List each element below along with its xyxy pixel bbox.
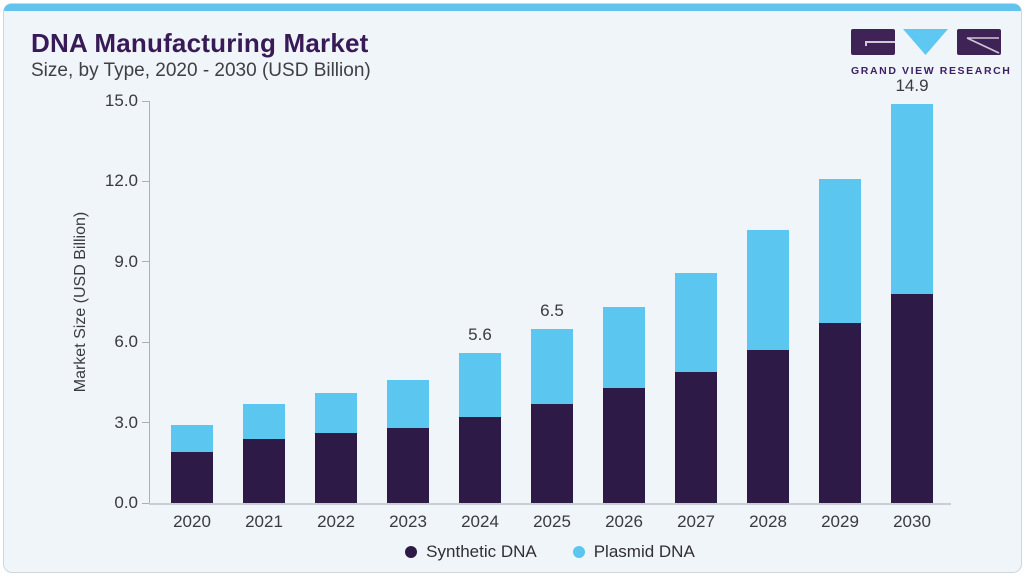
plot-area: 0.0 3.0 6.0 9.0 12.0 15.0 2020 2021 2022 2023 2024… [105, 76, 951, 531]
bar-2020-synthetic-dna [171, 452, 213, 503]
bar-2028-plasmid-dna [747, 229, 789, 351]
bar-2025-synthetic-dna [531, 403, 573, 503]
gvr-logo-icon [851, 29, 1001, 55]
bar-2022-plasmid-dna [315, 393, 357, 434]
y-tick-12.0 [142, 180, 149, 182]
x-tick-label-2024: 2024 [461, 512, 499, 531]
x-axis-line [149, 503, 951, 505]
bar-2029-synthetic-dna [819, 323, 861, 503]
x-tick-label-2020: 2020 [173, 512, 211, 531]
logo-text: GRAND VIEW RESEARCH [851, 65, 1012, 77]
legend-item-synthetic-dna: Synthetic DNA [405, 542, 537, 562]
bar-2022-synthetic-dna [315, 433, 357, 503]
y-tick-9.0 [142, 261, 149, 263]
x-tick-label-2028: 2028 [749, 512, 787, 531]
y-tick-6.0 [142, 341, 149, 343]
chart-card: DNA Manufacturing Market Size, by Type, … [3, 3, 1022, 573]
y-tick-label-15.0: 15.0 [104, 91, 138, 110]
bar-2028-synthetic-dna [747, 350, 789, 503]
x-tick-label-2029: 2029 [821, 512, 859, 531]
bar-2023-synthetic-dna [387, 427, 429, 503]
x-tick-label-2025: 2025 [533, 512, 571, 531]
page-title: DNA Manufacturing Market [31, 28, 369, 58]
bar-2024-plasmid-dna [459, 352, 501, 418]
legend-item-plasmid-dna: Plasmid DNA [572, 542, 695, 562]
y-tick-0.0 [142, 502, 149, 504]
y-tick-label-9.0: 9.0 [114, 251, 138, 271]
grand-view-research-logo: GRAND VIEW RESEARCH [851, 29, 1012, 77]
bar-2026-plasmid-dna [603, 307, 645, 388]
bar-2020-plasmid-dna [171, 425, 213, 453]
y-tick-3.0 [142, 422, 149, 424]
bar-2026-synthetic-dna [603, 387, 645, 503]
legend-label-synthetic-dna: Synthetic DNA [426, 542, 537, 561]
y-tick-label-3.0: 3.0 [114, 412, 138, 432]
y-tick-label-6.0: 6.0 [114, 332, 138, 352]
x-tick-label-2030: 2030 [893, 512, 931, 531]
x-tick-label-2026: 2026 [605, 512, 643, 531]
bar-2027-plasmid-dna [675, 272, 717, 372]
bar-2024-synthetic-dna [459, 417, 501, 503]
bar-2029-plasmid-dna [819, 178, 861, 324]
page-subtitle: Size, by Type, 2020 - 2030 (USD Billion) [31, 60, 371, 81]
bar-value-label-2024: 5.6 [468, 324, 492, 344]
y-tick-label-12.0: 12.0 [104, 171, 138, 191]
chart-legend: Synthetic DNA Plasmid DNA [149, 542, 951, 562]
bar-2023-plasmid-dna [387, 379, 429, 428]
card-top-accent [4, 4, 1021, 11]
x-tick-label-2027: 2027 [677, 512, 715, 531]
legend-label-plasmid-dna: Plasmid DNA [593, 542, 695, 561]
bar-2021-synthetic-dna [243, 438, 285, 503]
x-tick-label-2022: 2022 [317, 512, 355, 531]
x-tick-label-2023: 2023 [389, 512, 427, 531]
plasmid-dna-legend-marker-icon [572, 546, 585, 558]
y-axis-title: Market Size (USD Billion) [72, 211, 89, 393]
y-tick-15.0 [142, 100, 149, 102]
bar-value-label-2030: 14.9 [895, 75, 929, 95]
bar-2025-plasmid-dna [531, 328, 573, 404]
x-tick-label-2021: 2021 [245, 512, 283, 531]
y-tick-label-0.0: 0.0 [114, 493, 138, 512]
bar-value-label-2025: 6.5 [540, 300, 564, 320]
bar-2027-synthetic-dna [675, 371, 717, 503]
synthetic-dna-legend-marker-icon [405, 546, 418, 558]
bar-2021-plasmid-dna [243, 403, 285, 439]
bar-2030-plasmid-dna [891, 103, 933, 294]
bar-2030-synthetic-dna [891, 293, 933, 503]
